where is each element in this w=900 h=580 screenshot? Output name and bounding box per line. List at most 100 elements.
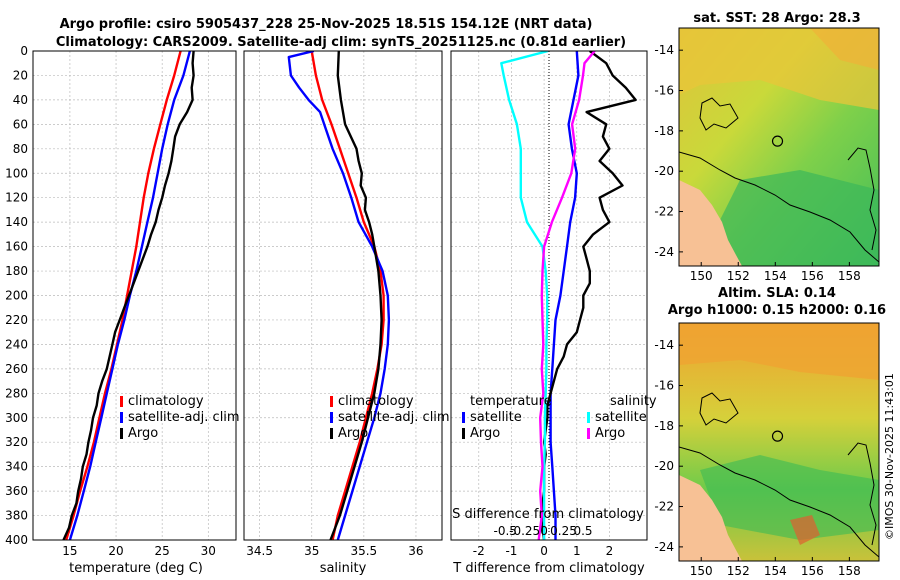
salinity-grid [244, 50, 442, 541]
x-tick-label: 35 [304, 544, 319, 558]
depth-tick-label: 360 [5, 484, 28, 498]
map-lat-tick: -16 [654, 379, 674, 393]
salinity-xlabel: salinity [320, 561, 367, 576]
sst-map: sat. SST: 28 Argo: 28.3 150 152 154 156 158 … [654, 11, 880, 283]
s-tick-label: 0 [540, 524, 548, 538]
legend-swatch [120, 428, 123, 439]
map-lon-tick: 158 [838, 269, 861, 283]
x-tick-label: 35.5 [350, 544, 377, 558]
depth-tick-label: 20 [13, 68, 28, 82]
legend-label: satellite-adj. clim [338, 410, 450, 425]
difference-lines [500, 51, 637, 540]
legend-swatch [587, 428, 590, 439]
difference-legend: temperature salinitysatelliteArgosatellit… [462, 394, 657, 441]
figure-title-line2: Climatology: CARS2009. Satellite-adj cli… [56, 35, 626, 50]
x-tick-label: 15 [62, 544, 77, 558]
map-lon-tick: 150 [690, 564, 713, 578]
sla-map-title-line1: Altim. SLA: 0.14 [718, 286, 836, 301]
s-tick-label: 0.25 [550, 524, 577, 538]
sst-reef-contour [847, 147, 877, 251]
x-tick-label: 2 [606, 544, 614, 558]
sst-map-box [678, 27, 880, 267]
difference-grid [451, 50, 647, 541]
sst-x-ticks: 150 152 154 156 158 [690, 262, 861, 283]
legend-swatch [330, 428, 333, 439]
salinity-lines [287, 51, 391, 540]
legend-label: Argo [470, 426, 500, 441]
map-lon-tick: 152 [727, 269, 750, 283]
sla-high-patch [679, 323, 879, 380]
map-lon-tick: 152 [727, 564, 750, 578]
sla-map: Altim. SLA: 0.14 Argo h1000: 0.15 h2000:… [654, 286, 886, 578]
x-tick-label: 25 [155, 544, 170, 558]
series-line-climatology [65, 51, 182, 540]
map-lon-tick: 150 [690, 269, 713, 283]
legend-label: satellite [470, 410, 522, 425]
map-lon-tick: 154 [764, 564, 787, 578]
difference-x-ticks: -2 -1 0 1 2 [473, 544, 613, 558]
s-tick-label: -0.25 [509, 524, 540, 538]
temperature-lines [62, 51, 195, 540]
sst-cool-patch [715, 170, 879, 266]
x-tick-label: 0 [540, 544, 548, 558]
map-lon-tick: 156 [801, 269, 824, 283]
x-tick-label: -1 [505, 544, 517, 558]
x-tick-label: -2 [473, 544, 485, 558]
depth-tick-label: 100 [5, 166, 28, 180]
sst-shelf-contour [679, 151, 879, 263]
salinity-axes-box [243, 50, 443, 541]
map-lat-tick: -24 [654, 245, 674, 259]
legend-label: satellite-adj. clim [128, 410, 240, 425]
legend-swatch [462, 412, 465, 423]
temperature-grid [33, 50, 236, 541]
series-line-salinity-argo [537, 51, 596, 540]
sla-land [679, 475, 742, 561]
sst-warm-patch-2 [810, 28, 879, 70]
legend-label: satellite [595, 410, 647, 425]
watermark: ©IMOS 30-Nov-2025 11:43:01 [883, 373, 896, 540]
x-tick-label: 30 [201, 544, 216, 558]
sst-reef-islands [699, 97, 739, 131]
sla-map-title-line2: Argo h1000: 0.15 h2000: 0.16 [668, 303, 886, 318]
legend-heading: salinity [610, 394, 657, 409]
depth-tick-label: 140 [5, 215, 28, 229]
legend-label: Argo [595, 426, 625, 441]
map-lon-tick: 156 [801, 564, 824, 578]
depth-tick-label: 260 [5, 362, 28, 376]
legend-label: Argo [128, 426, 158, 441]
legend-label: Argo [338, 426, 368, 441]
depth-tick-label: 280 [5, 386, 28, 400]
legend-label: climatology [338, 394, 414, 409]
x-tick-label: 1 [573, 544, 581, 558]
map-lat-tick: -18 [654, 124, 674, 138]
depth-tick-label: 40 [13, 93, 28, 107]
legend-swatch [462, 428, 465, 439]
series-line-salinity-satellite [500, 51, 549, 540]
map-lon-tick: 158 [838, 564, 861, 578]
sla-x-ticks: 150 152 154 156 158 [690, 557, 861, 578]
map-lon-tick: 154 [764, 269, 787, 283]
depth-tick-label: 200 [5, 289, 28, 303]
salinity-x-ticks: 34.5 35 35.5 36 [246, 544, 423, 558]
temperature-panel: 15 20 25 30 temperature (deg C) climatology… [32, 50, 240, 576]
salinity-panel: 34.5 35 35.5 36 salinity climatologysatelli… [243, 50, 450, 576]
depth-tick-label: 340 [5, 460, 28, 474]
depth-tick-label: 80 [13, 142, 28, 156]
map-lat-tick: -24 [654, 540, 674, 554]
x-tick-label: 36 [408, 544, 423, 558]
map-lat-tick: -20 [654, 459, 674, 473]
difference-panel: -2 -1 0 1 2 -0.5-0.25 0 0.250.5 T difference f… [450, 50, 657, 576]
sla-argo-marker [771, 430, 784, 442]
depth-tick-label: 220 [5, 313, 28, 327]
salinity-difference-ticks: -0.5-0.25 0 0.250.5 [494, 524, 593, 538]
legend-swatch [120, 412, 123, 423]
series-line-argo [62, 51, 195, 540]
series-line-climatology [310, 51, 385, 540]
difference-xlabel: T difference from climatology [452, 561, 645, 576]
sst-land [679, 180, 742, 266]
depth-tick-label: 300 [5, 411, 28, 425]
temperature-axes-box [32, 50, 237, 541]
sla-reef-contour [847, 442, 877, 546]
